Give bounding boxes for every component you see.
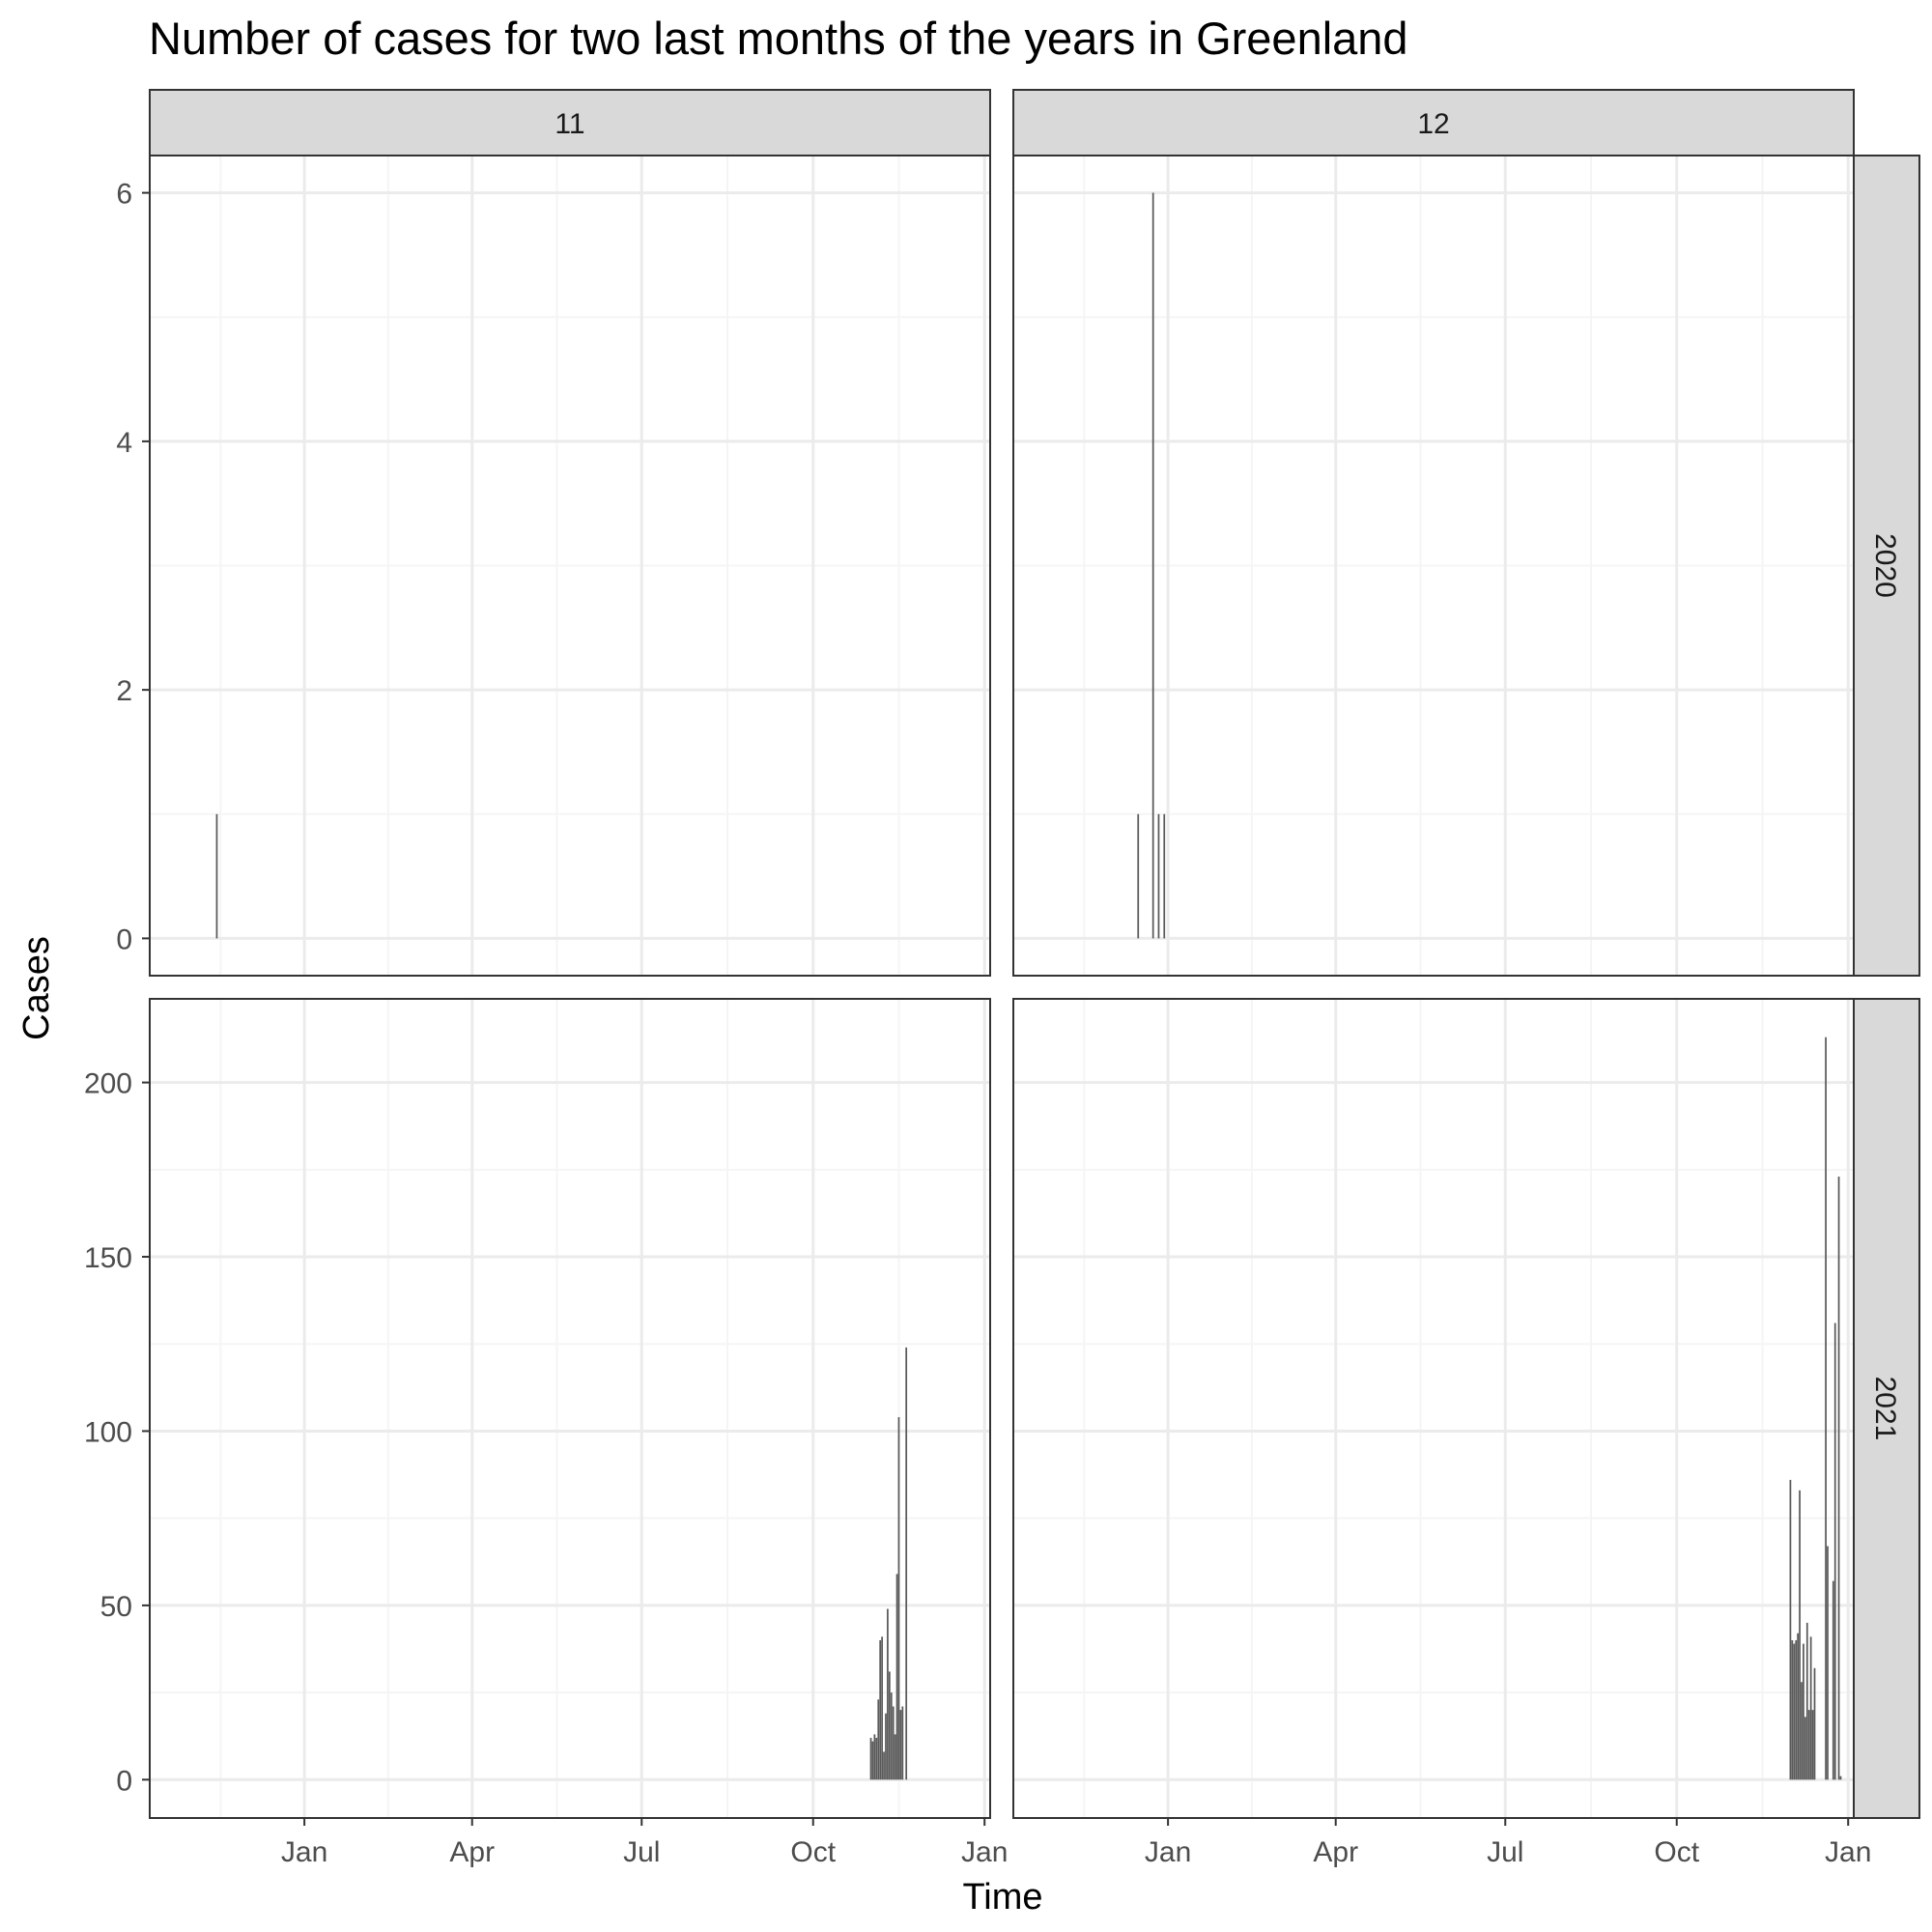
bar — [873, 1734, 876, 1780]
bar — [1827, 1546, 1829, 1780]
x-tick-label: Oct — [1654, 1836, 1699, 1868]
x-tick-label: Jan — [1825, 1836, 1871, 1868]
bar — [1833, 1322, 1836, 1780]
bar — [871, 1741, 874, 1780]
y-tick-label: 6 — [116, 179, 132, 211]
bar — [879, 1639, 882, 1780]
x-tick-label: Oct — [790, 1836, 836, 1868]
bar — [1837, 1177, 1840, 1780]
panel-background — [1013, 999, 1854, 1818]
bar — [1811, 1710, 1814, 1780]
y-tick-label: 0 — [116, 1765, 132, 1797]
y-tick-label: 150 — [84, 1242, 132, 1274]
facet-panel-12-2020: 12 2020 — [1012, 89, 1920, 977]
bar — [1804, 1717, 1806, 1780]
bar — [1801, 1682, 1803, 1780]
x-axis-title: Time — [962, 1877, 1042, 1918]
bar — [901, 1706, 904, 1780]
bar — [1825, 1037, 1827, 1780]
x-tick-label: Jul — [623, 1836, 660, 1868]
y-axis-title: Cases — [16, 936, 57, 1040]
bar — [892, 1706, 895, 1780]
bar — [888, 1671, 891, 1780]
y-tick-label: 2 — [116, 675, 132, 707]
column-strip-label: 11 — [554, 108, 584, 140]
bar — [1797, 1633, 1799, 1780]
column-strip — [149, 89, 991, 156]
y-tick-label: 100 — [84, 1416, 132, 1448]
row-strip — [1853, 998, 1920, 1819]
x-tick-label: Jan — [961, 1836, 1008, 1868]
row-strip-label: 2020 — [1869, 533, 1901, 598]
bar — [869, 1738, 872, 1780]
x-tick-label: Apr — [1313, 1836, 1358, 1868]
chart-title: Number of cases for two last months of t… — [149, 13, 1408, 64]
x-tick-label: Jul — [1487, 1836, 1523, 1868]
bar — [881, 1636, 883, 1780]
y-tick-label: 0 — [116, 923, 132, 955]
bar — [883, 1751, 885, 1780]
column-strip-label: 12 — [1417, 108, 1449, 140]
bar — [215, 813, 218, 939]
bar — [885, 1713, 887, 1780]
bar — [1791, 1639, 1794, 1780]
bar — [1803, 1643, 1804, 1780]
bar — [887, 1608, 889, 1780]
bar — [1807, 1710, 1810, 1780]
bar — [1799, 1490, 1801, 1780]
bar — [1151, 192, 1154, 939]
row-strip-label: 2021 — [1869, 1377, 1901, 1441]
x-tick-label: Apr — [449, 1836, 495, 1868]
bar — [1789, 1479, 1792, 1780]
facet-panel-11-2021: 0 50 100 150 200 Jan Apr Jul Oct Jan — [84, 998, 1008, 1868]
bar — [899, 1710, 902, 1780]
y-tick-label: 4 — [116, 427, 132, 459]
panel-background — [150, 999, 990, 1818]
y-tick-label: 50 — [100, 1591, 132, 1623]
bar — [1137, 813, 1140, 939]
bar — [1157, 813, 1160, 939]
bar — [875, 1738, 878, 1780]
bar — [1805, 1622, 1808, 1780]
facet-panel-12-2021: 2021 Jan Apr Jul Oct Jan — [1012, 998, 1920, 1868]
column-strip — [1012, 89, 1855, 156]
panel-border — [149, 998, 991, 1819]
bar — [897, 1417, 900, 1780]
bar — [1809, 1636, 1812, 1780]
bar — [1839, 1776, 1842, 1780]
x-tick-label: Jan — [1145, 1836, 1191, 1868]
bar — [895, 1574, 898, 1780]
bar — [877, 1699, 880, 1780]
bar — [1793, 1643, 1796, 1780]
row-strip — [1853, 155, 1920, 977]
bar — [1813, 1667, 1816, 1780]
bar — [1795, 1639, 1798, 1780]
bar — [1163, 813, 1166, 939]
bar — [890, 1692, 893, 1780]
x-tick-label: Jan — [281, 1836, 327, 1868]
bar — [894, 1734, 896, 1780]
facet-panel-11-2020: 11 0 2 4 6 — [116, 89, 991, 977]
y-tick-label: 200 — [84, 1068, 132, 1100]
bar — [905, 1347, 908, 1780]
bar — [1832, 1580, 1834, 1780]
